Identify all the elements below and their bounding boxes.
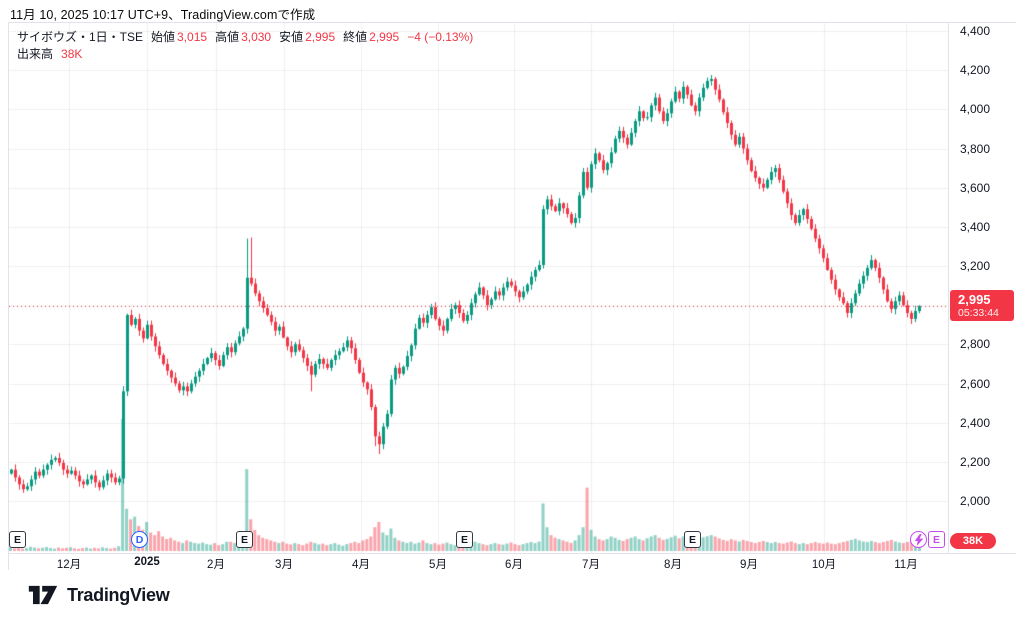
earnings-marker[interactable]: E bbox=[684, 531, 701, 548]
open-value: 3,015 bbox=[177, 30, 208, 44]
price-axis-label: 4,200 bbox=[960, 63, 991, 78]
legend-line-2: 出来高 38K bbox=[17, 46, 473, 63]
chart-widget: サイボウズ・1日・TSE 始値 3,015 高値 3,030 安値 2,995 終値 2,995… bbox=[8, 22, 1016, 571]
time-axis-label: 7月 bbox=[582, 559, 600, 571]
time-axis-label: 2月 bbox=[207, 559, 225, 571]
current-price-badge: 2,995 05:33:44 bbox=[950, 290, 1014, 322]
open-pair: 始値 3,015 bbox=[151, 30, 207, 44]
time-axis-label: 4月 bbox=[352, 559, 370, 571]
tradingview-logo-icon bbox=[28, 585, 58, 605]
earnings-marker[interactable]: E bbox=[456, 531, 473, 548]
symbol-title: サイボウズ・1日・TSE bbox=[17, 30, 144, 44]
earnings-upcoming-marker[interactable]: E bbox=[928, 531, 945, 548]
time-axis-label: 3月 bbox=[275, 559, 293, 571]
low-pair: 安値 2,995 bbox=[279, 30, 335, 44]
session-countdown: 05:33:44 bbox=[958, 307, 999, 320]
time-axis-label: 2025 bbox=[134, 556, 160, 568]
price-axis-label: 2,600 bbox=[960, 376, 991, 391]
legend-line-1: サイボウズ・1日・TSE 始値 3,015 高値 3,030 安値 2,995 終値 2,995… bbox=[17, 29, 473, 46]
dividend-marker[interactable]: D bbox=[131, 531, 148, 548]
price-axis-label: 2,200 bbox=[960, 454, 991, 469]
volume-label: 出来高 bbox=[17, 47, 54, 61]
volume-axis-badge: 38K bbox=[950, 533, 996, 549]
time-axis[interactable]: 12月 2025 2月 3月 4月 5月 6月 7月 8月 9月 10月 11月 bbox=[9, 553, 1016, 571]
price-axis-label: 3,800 bbox=[960, 141, 991, 156]
open-label: 始値 bbox=[151, 30, 176, 44]
price-axis-label: 2,400 bbox=[960, 415, 991, 430]
volume-value: 38K bbox=[61, 47, 83, 61]
price-axis-label: 2,800 bbox=[960, 337, 991, 352]
time-axis-label: 9月 bbox=[740, 559, 758, 571]
high-label: 高値 bbox=[215, 30, 240, 44]
change-value: −4 (−0.13%) bbox=[407, 30, 474, 44]
tradingview-logo[interactable]: TradingView bbox=[28, 583, 170, 607]
price-axis-label: 2,000 bbox=[960, 494, 991, 508]
price-axis-label: 3,600 bbox=[960, 180, 991, 195]
low-value: 2,995 bbox=[305, 30, 336, 44]
price-axis-label: 4,000 bbox=[960, 102, 991, 117]
price-chart-canvas[interactable] bbox=[9, 23, 948, 553]
attribution-text: 11月 10, 2025 10:17 UTC+9、TradingView.com… bbox=[10, 8, 316, 22]
close-value: 2,995 bbox=[369, 30, 400, 44]
time-axis-label: 6月 bbox=[505, 559, 523, 571]
chart-legend: サイボウズ・1日・TSE 始値 3,015 高値 3,030 安値 2,995 終値 2,995… bbox=[17, 29, 473, 63]
lightning-icon bbox=[914, 533, 923, 546]
tradingview-logo-text: TradingView bbox=[67, 584, 170, 605]
price-axis[interactable]: 2,995 05:33:44 38K 4,400 4,200 4,000 3,800 3… bbox=[948, 23, 1016, 553]
time-axis-label: 8月 bbox=[664, 559, 682, 571]
time-axis-label: 12月 bbox=[56, 559, 82, 571]
price-axis-label: 4,400 bbox=[960, 24, 991, 38]
low-label: 安値 bbox=[279, 30, 304, 44]
price-axis-label: 3,200 bbox=[960, 259, 991, 273]
chart-pane[interactable]: サイボウズ・1日・TSE 始値 3,015 高値 3,030 安値 2,995 終値 2,995… bbox=[9, 23, 948, 553]
earnings-marker[interactable]: E bbox=[236, 531, 253, 548]
close-label: 終値 bbox=[343, 30, 368, 44]
high-value: 3,030 bbox=[241, 30, 272, 44]
current-price-value: 2,995 bbox=[958, 292, 991, 308]
time-axis-label: 10月 bbox=[811, 559, 837, 571]
high-pair: 高値 3,030 bbox=[215, 30, 271, 44]
price-axis-label: 3,400 bbox=[960, 219, 991, 234]
time-axis-label: 5月 bbox=[429, 559, 447, 571]
time-axis-label: 11月 bbox=[894, 559, 918, 571]
earnings-marker[interactable]: E bbox=[9, 531, 26, 548]
flash-marker[interactable] bbox=[910, 531, 927, 548]
close-pair: 終値 2,995 bbox=[343, 30, 399, 44]
